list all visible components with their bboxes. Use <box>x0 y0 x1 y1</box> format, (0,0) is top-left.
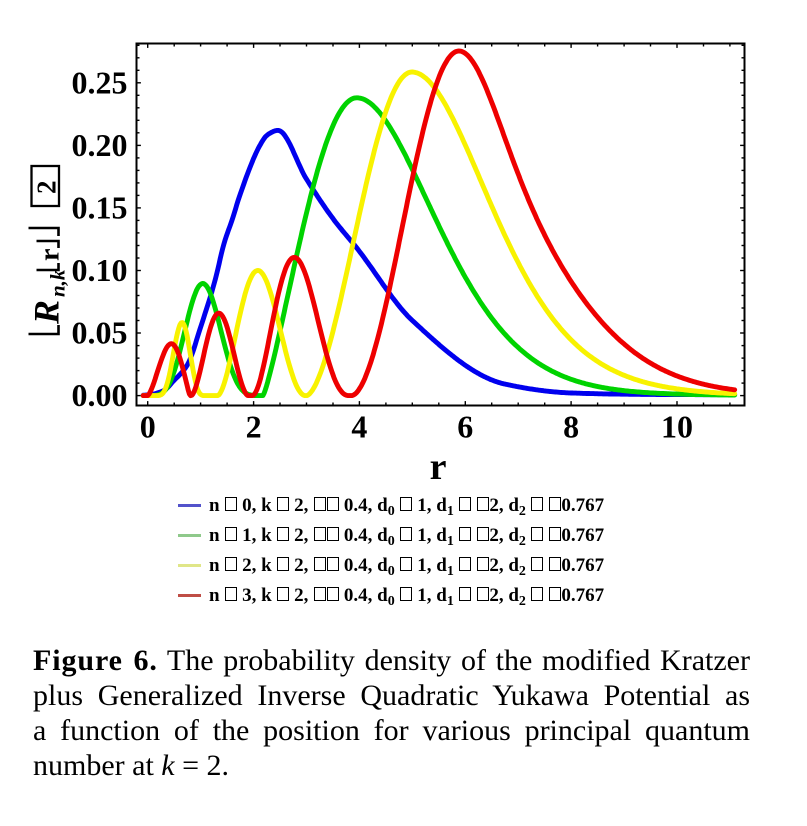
svg-text:0.05: 0.05 <box>72 315 128 351</box>
svg-text:n,k: n,k <box>46 269 70 297</box>
svg-text:r: r <box>35 249 66 261</box>
svg-text:0.25: 0.25 <box>72 64 128 100</box>
svg-text:2: 2 <box>246 409 262 445</box>
svg-text:0.15: 0.15 <box>72 189 128 225</box>
svg-text:6: 6 <box>457 409 473 445</box>
svg-text:0: 0 <box>140 409 156 445</box>
svg-text:4: 4 <box>351 409 367 445</box>
svg-text:10: 10 <box>661 409 693 445</box>
svg-text:8: 8 <box>563 409 579 445</box>
svg-text:0.00: 0.00 <box>72 377 128 413</box>
svg-text:R: R <box>27 300 67 325</box>
svg-text:0.20: 0.20 <box>72 127 128 163</box>
svg-text:2: 2 <box>32 181 62 195</box>
svg-text:0.10: 0.10 <box>72 252 128 288</box>
svg-text:r: r <box>430 446 447 488</box>
